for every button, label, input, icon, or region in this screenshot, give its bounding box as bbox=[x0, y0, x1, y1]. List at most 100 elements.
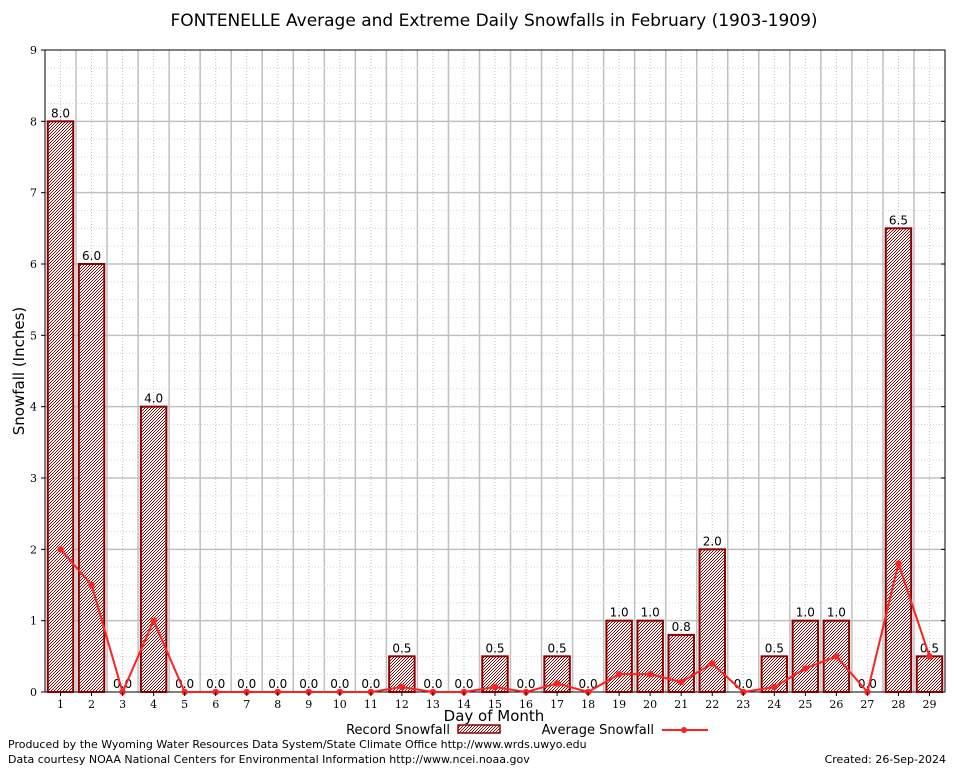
average-point-day-26 bbox=[833, 653, 840, 660]
y-ticks-group: 0 1 2 3 4 5 6 7 8 9 bbox=[30, 44, 945, 699]
data-label-day-15: 0.5 bbox=[485, 641, 504, 655]
data-label-day-22: 2.0 bbox=[703, 534, 722, 548]
average-point-day-15 bbox=[491, 683, 499, 691]
data-label-day-1: 8.0 bbox=[51, 106, 70, 120]
data-labels-group: 8.0 6.0 0.0 4.0 0.0 0.0 0.0 0.0 0.0 0.0 0.0 0.5 0.0 0… bbox=[51, 106, 939, 691]
bar-record-day-2 bbox=[77, 263, 106, 693]
x-tick-label: 19 bbox=[612, 698, 626, 711]
footer-credit-1: Produced by the Wyoming Water Resources … bbox=[8, 738, 587, 751]
data-label-day-12: 0.5 bbox=[392, 641, 411, 655]
bar-record-day-4 bbox=[139, 405, 168, 693]
average-point-day-29 bbox=[926, 653, 933, 660]
x-axis-label: Day of Month bbox=[444, 707, 545, 725]
x-tick-label: 24 bbox=[767, 698, 781, 711]
data-label-day-7: 0.0 bbox=[237, 677, 256, 691]
legend-average-label: Average Snowfall bbox=[542, 723, 654, 738]
y-tick-label: 6 bbox=[30, 258, 37, 271]
y-tick-label: 1 bbox=[30, 615, 37, 628]
legend-average-marker bbox=[681, 727, 687, 733]
average-point-day-1 bbox=[57, 546, 64, 553]
average-point-day-25 bbox=[802, 665, 809, 672]
x-tick-label: 10 bbox=[333, 698, 347, 711]
data-label-day-19: 1.0 bbox=[610, 606, 629, 620]
grid bbox=[45, 50, 945, 692]
data-label-day-10: 0.0 bbox=[330, 677, 349, 691]
x-tick-label: 5 bbox=[181, 698, 188, 711]
average-point-day-20 bbox=[646, 670, 654, 678]
footer-created: Created: 26-Sep-2024 bbox=[825, 753, 946, 766]
x-tick-label: 3 bbox=[119, 698, 126, 711]
bar-record-day-19 bbox=[605, 619, 633, 694]
x-tick-label: 13 bbox=[426, 698, 440, 711]
x-tick-label: 7 bbox=[243, 698, 250, 711]
data-label-day-13: 0.0 bbox=[423, 677, 442, 691]
y-tick-label: 2 bbox=[30, 543, 37, 556]
data-label-day-17: 0.5 bbox=[548, 641, 567, 655]
bar-record-day-28 bbox=[884, 227, 913, 693]
x-tick-label: 2 bbox=[88, 698, 95, 711]
data-label-day-4: 4.0 bbox=[144, 392, 163, 406]
data-label-day-6: 0.0 bbox=[206, 677, 225, 691]
x-ticks-group: 1 2 3 4 5 6 7 8 9 10 11 12 13 14 15 16 17 18 19 20 21 22 23 24 2… bbox=[57, 692, 936, 711]
data-label-day-25: 1.0 bbox=[796, 606, 815, 620]
data-label-day-18: 0.0 bbox=[579, 677, 598, 691]
y-tick-label: 4 bbox=[30, 401, 37, 414]
data-label-day-14: 0.0 bbox=[454, 677, 473, 691]
y-axis-label: Snowfall (Inches) bbox=[10, 307, 28, 435]
bar-record-day-1 bbox=[46, 120, 75, 694]
x-tick-label: 21 bbox=[674, 698, 688, 711]
x-tick-label: 18 bbox=[581, 698, 595, 711]
data-label-day-28: 6.5 bbox=[889, 213, 908, 227]
x-tick-label: 27 bbox=[860, 698, 874, 711]
x-tick-label: 15 bbox=[488, 698, 502, 711]
x-tick-label: 1 bbox=[57, 698, 64, 711]
average-point-day-28 bbox=[895, 560, 902, 567]
footer-credit-2: Data courtesy NOAA National Centers for … bbox=[8, 753, 530, 766]
data-label-day-20: 1.0 bbox=[641, 606, 660, 620]
data-label-day-24: 0.5 bbox=[765, 641, 784, 655]
average-point-day-12 bbox=[398, 683, 406, 691]
bar-record-day-25 bbox=[791, 619, 820, 694]
y-tick-label: 9 bbox=[30, 44, 37, 57]
legend-record-label: Record Snowfall bbox=[346, 723, 450, 738]
x-tick-label: 16 bbox=[519, 698, 533, 711]
x-tick-label: 29 bbox=[922, 698, 936, 711]
average-point-day-21 bbox=[678, 678, 685, 686]
x-tick-label: 17 bbox=[550, 698, 564, 711]
x-tick-label: 6 bbox=[212, 698, 219, 711]
x-tick-label: 22 bbox=[705, 698, 719, 711]
average-point-day-22 bbox=[709, 660, 716, 667]
x-tick-label: 14 bbox=[457, 698, 471, 711]
data-label-day-26: 1.0 bbox=[827, 606, 846, 620]
average-point-day-19 bbox=[615, 670, 623, 678]
x-tick-label: 25 bbox=[798, 698, 812, 711]
y-tick-label: 8 bbox=[30, 115, 37, 128]
y-tick-label: 7 bbox=[30, 187, 37, 200]
x-tick-label: 8 bbox=[274, 698, 281, 711]
x-tick-label: 23 bbox=[736, 698, 750, 711]
average-point-day-17 bbox=[553, 680, 561, 687]
y-tick-label: 0 bbox=[30, 686, 37, 699]
x-tick-label: 9 bbox=[305, 698, 312, 711]
average-point-day-24 bbox=[771, 683, 778, 691]
data-label-day-9: 0.0 bbox=[299, 677, 318, 691]
x-tick-label: 20 bbox=[643, 698, 657, 711]
chart-title: FONTENELLE Average and Extreme Daily Sno… bbox=[170, 11, 817, 31]
legend-record-swatch bbox=[457, 724, 501, 734]
x-tick-label: 4 bbox=[150, 698, 157, 711]
x-tick-label: 12 bbox=[395, 698, 409, 711]
data-label-day-16: 0.0 bbox=[516, 677, 535, 691]
bar-record-day-20 bbox=[636, 619, 664, 694]
x-tick-label: 11 bbox=[364, 698, 378, 711]
legend: Record Snowfall Average Snowfall bbox=[346, 723, 708, 738]
average-point-day-4 bbox=[150, 617, 157, 624]
average-point-day-2 bbox=[88, 581, 95, 589]
data-label-day-8: 0.0 bbox=[268, 677, 287, 691]
y-tick-label: 3 bbox=[30, 472, 37, 485]
y-tick-label: 5 bbox=[30, 329, 37, 342]
bar-record-day-29 bbox=[915, 655, 944, 693]
x-tick-label: 26 bbox=[829, 698, 843, 711]
data-label-day-11: 0.0 bbox=[361, 677, 380, 691]
data-label-day-21: 0.8 bbox=[672, 620, 691, 634]
